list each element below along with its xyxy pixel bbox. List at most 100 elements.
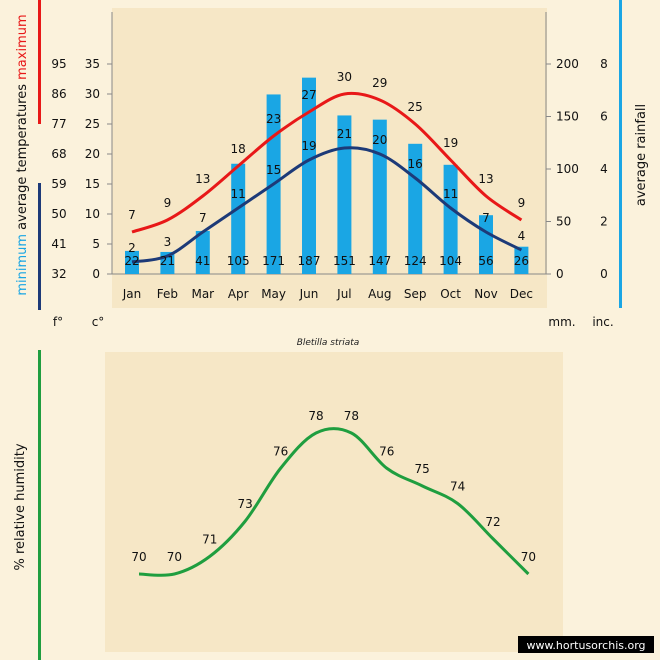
humidity-data-label: 70: [521, 550, 536, 564]
x-tick-label: Jun: [299, 287, 319, 301]
rainfall-bar: [125, 250, 139, 274]
y-tick-label-f: 32: [51, 267, 66, 281]
left-axis-title-maximum: maximum: [15, 14, 30, 80]
humidity-data-label: 73: [238, 497, 253, 511]
maximum-data-label: 19: [443, 136, 458, 150]
y2-tick-label-inc: 6: [600, 110, 608, 124]
maximum-data-label: 9: [164, 196, 172, 210]
rainfall-bar: [443, 164, 458, 274]
maximum-data-label: 27: [301, 88, 316, 102]
minimum-data-label: 11: [231, 187, 246, 201]
rainfall-data-label: 187: [298, 254, 321, 268]
y-tick-label-f: 86: [51, 87, 66, 101]
x-tick-label: May: [261, 287, 286, 301]
rainfall-data-label: 147: [368, 254, 391, 268]
y2-tick-label-inc: 8: [600, 57, 608, 71]
y-tick-label-c: 20: [85, 147, 100, 161]
rainfall-data-label: 22: [124, 254, 139, 268]
x-tick-label: Dec: [510, 287, 533, 301]
maximum-data-label: 9: [518, 196, 526, 210]
temperature-rainfall-chart: minimum average temperatures maximum aver…: [15, 0, 649, 329]
minimum-data-label: 11: [443, 187, 458, 201]
rainfall-data-label: 41: [195, 254, 210, 268]
maximum-data-label: 13: [478, 172, 493, 186]
y-tick-label-c: 30: [85, 87, 100, 101]
minimum-data-label: 16: [408, 157, 423, 171]
humidity-data-label: 74: [450, 480, 465, 494]
humidity-data-label: 71: [202, 532, 217, 546]
rainfall-bar: [337, 115, 352, 274]
humidity-plot-panel: [105, 352, 563, 652]
y2-tick-label-mm: 0: [556, 267, 564, 281]
x-tick-label: Aug: [368, 287, 391, 301]
rainfall-data-label: 21: [160, 254, 175, 268]
rainfall-data-label: 171: [262, 254, 285, 268]
humidity-chart: % relative humidity 70 70 71 73 76 78 78 76 75 74 7…: [13, 350, 536, 660]
y-tick-label-f: 41: [51, 237, 66, 251]
y2-tick-label-mm: 50: [556, 215, 571, 229]
maximum-data-label: 23: [266, 112, 281, 126]
maximum-data-label: 13: [195, 172, 210, 186]
humidity-data-label: 76: [273, 444, 288, 458]
y2-tick-label-inc: 2: [600, 215, 608, 229]
y-tick-label-c: 35: [85, 57, 100, 71]
unit-inc-label: inc.: [592, 315, 613, 329]
rainfall-bar: [514, 246, 529, 274]
y-tick-label-f: 68: [51, 147, 66, 161]
x-tick-label: Jul: [336, 287, 351, 301]
y2-tick-label-mm: 200: [556, 57, 579, 71]
y2-tick-label-inc: 0: [600, 267, 608, 281]
maximum-temperature-line: [131, 91, 523, 234]
x-tick-label: Mar: [191, 287, 214, 301]
watermark-box: [518, 636, 654, 653]
left-axis-title-middle: average temperatures: [15, 80, 30, 230]
y-tick-label-c: 10: [85, 207, 100, 221]
left-axis-title-minimum: minimum: [15, 230, 30, 296]
rainfall-data-label: 105: [227, 254, 250, 268]
right-axis-title: average rainfall: [634, 104, 649, 206]
y2-tick-label-inc: 4: [600, 162, 608, 176]
minimum-temperature-line: [131, 146, 523, 264]
humidity-data-label: 78: [344, 409, 359, 423]
maximum-axis-bar: [38, 0, 41, 124]
rainfall-data-label: 56: [478, 254, 493, 268]
maximum-data-label: 30: [337, 70, 352, 84]
humidity-data-label: 75: [415, 462, 430, 476]
y-tick-label-c: 0: [92, 267, 100, 281]
x-tick-label: Sep: [404, 287, 427, 301]
humidity-data-label: 76: [379, 444, 394, 458]
humidity-line: [138, 427, 530, 577]
rainfall-data-label: 124: [404, 254, 427, 268]
humidity-axis-title: % relative humidity: [13, 443, 28, 570]
rainfall-bar: [195, 230, 210, 274]
y2-tick-label-mm: 150: [556, 110, 579, 124]
watermark-text: www.hortusorchis.org: [526, 639, 645, 652]
rainfall-data-label: 104: [439, 254, 462, 268]
maximum-data-label: 29: [372, 76, 387, 90]
species-caption: Bletilla striata: [297, 338, 360, 348]
maximum-data-label: 25: [408, 100, 423, 114]
y-tick-label-c: 5: [92, 237, 100, 251]
maximum-data-label: 18: [231, 142, 246, 156]
y2-tick-label-mm: 100: [556, 162, 579, 176]
minimum-data-label: 2: [128, 241, 136, 255]
x-tick-label: Feb: [157, 287, 178, 301]
minimum-data-label: 21: [337, 127, 352, 141]
minimum-data-label: 7: [199, 211, 207, 225]
rainfall-bar: [231, 163, 246, 274]
humidity-data-label: 70: [131, 550, 146, 564]
x-tick-label: Jan: [122, 287, 142, 301]
minimum-data-label: 19: [301, 139, 316, 153]
humidity-data-label: 78: [308, 409, 323, 423]
rainfall-data-label: 151: [333, 254, 356, 268]
temperature-plot-panel: [112, 8, 547, 308]
humidity-data-label: 72: [485, 515, 500, 529]
rainfall-axis-bar: [619, 0, 622, 308]
x-tick-label: Nov: [474, 287, 497, 301]
humidity-axis-bar: [38, 350, 41, 660]
y-tick-label-f: 59: [51, 177, 66, 191]
x-tick-label: Oct: [440, 287, 461, 301]
humidity-data-label: 70: [167, 550, 182, 564]
y-tick-label-f: 95: [51, 57, 66, 71]
